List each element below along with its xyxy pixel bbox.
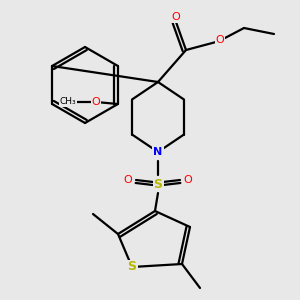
Text: O: O	[124, 175, 132, 185]
Text: S: S	[154, 178, 163, 190]
Text: S: S	[128, 260, 136, 274]
Text: N: N	[153, 147, 163, 157]
Text: CH₃: CH₃	[60, 98, 76, 106]
Text: O: O	[172, 12, 180, 22]
Text: O: O	[92, 97, 100, 107]
Text: O: O	[216, 35, 224, 45]
Text: O: O	[184, 175, 192, 185]
